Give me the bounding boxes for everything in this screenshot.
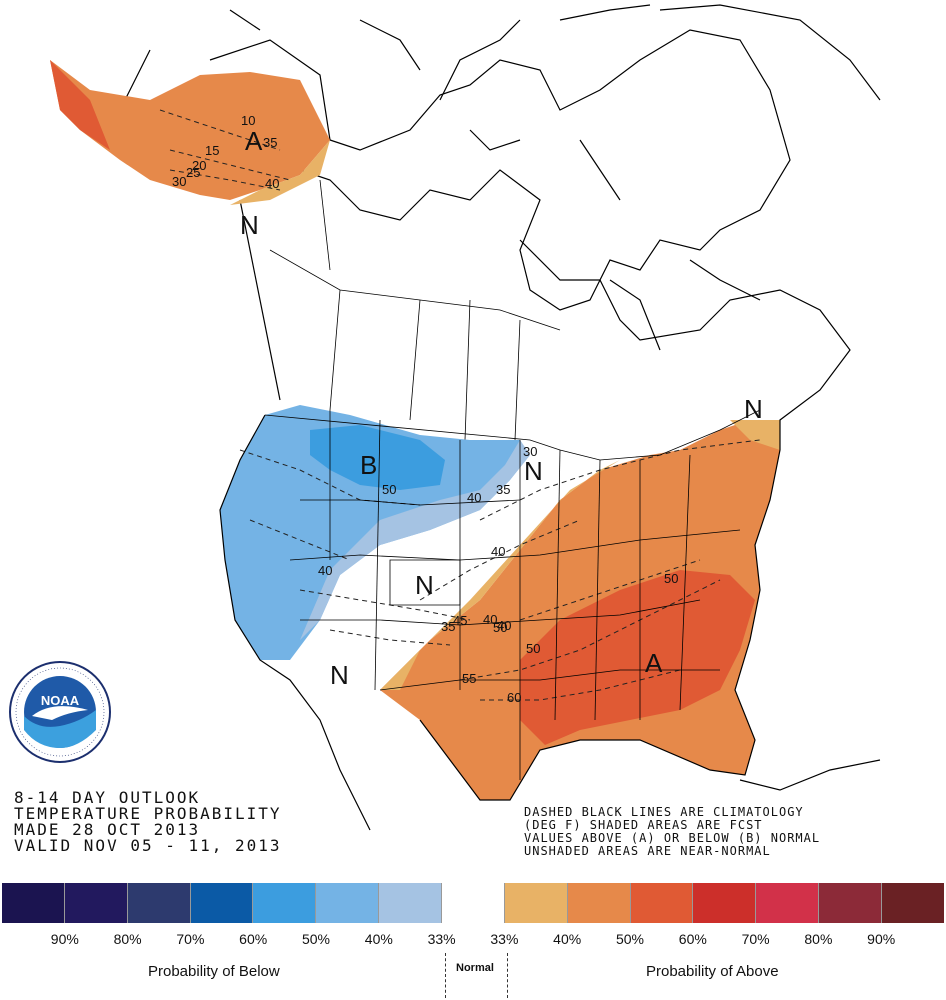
legend-swatch [630,883,694,923]
contour-label: 15 [205,143,220,158]
contour-label: 60 [507,690,522,705]
legend-swatch [882,883,944,923]
outlook-subtitle: TEMPERATURE PROBABILITY [14,804,282,823]
note-line: DASHED BLACK LINES ARE CLIMATOLOGY [524,805,804,819]
legend-percent-label: 70% [176,931,205,947]
note-line: VALUES ABOVE (A) OR BELOW (B) NORMAL [524,831,821,845]
southeast-above-label: A [645,648,663,678]
outlook-title: 8-14 DAY OUTLOOK [14,788,201,807]
legend-percent-label: 80% [113,931,142,947]
legend-swatch [316,883,380,923]
legend-divider-right [507,953,508,998]
contour-label: 50 [382,482,397,497]
legend-percent-label: 70% [741,931,770,947]
north-america-map [50,4,881,831]
northwest-below-label: B [360,450,378,480]
contour-label: 40 [491,544,506,559]
contour-label: 40 [467,490,482,505]
contour-label: 50 [493,620,508,635]
contour-label: 40 [497,618,512,633]
legend-swatch [442,883,505,923]
alaska-above-area [50,60,330,205]
us-state-borders [264,409,761,780]
note-line: (DEG F) SHADED AREAS ARE FCST [524,818,763,832]
legend-normal-title: Normal [456,962,494,974]
legend-swatch [64,883,128,923]
legend-swatch [756,883,820,923]
legend-percent-label: 50% [301,931,331,947]
legend-percent-label: 33% [427,931,456,947]
us-coastline [219,414,881,831]
contour-label: 10 [241,113,256,128]
map-notes: DASHED BLACK LINES ARE CLIMATOLOGY (DEG … [524,806,820,858]
northwest-below-area [220,405,530,660]
contour-label: 30 [523,444,538,459]
outlook-made-date: MADE 28 OCT 2013 [14,820,201,839]
legend-swatch [379,883,443,923]
legend-percent-label: 60% [678,931,707,947]
legend-percent-label: 90% [50,931,79,947]
contour-label: 30 [172,174,187,189]
noaa-logo: NOAA [9,661,111,763]
contour-label: 40 [483,612,498,627]
legend-percent-label: 80% [804,931,833,947]
political-borders [269,179,561,441]
legend-color-bar [2,883,944,923]
legend-percent-label: 60% [239,931,268,947]
contour-label: 55 [462,671,477,686]
legend-divider-left [445,953,446,998]
contour-label: 45 [453,613,468,628]
legend-swatch [127,883,191,923]
legend-swatch [504,883,568,923]
legend-swatch [253,883,317,923]
southwest-normal-label: N [330,660,349,690]
alaska-above-label: A [245,126,263,156]
legend-swatch [819,883,883,923]
outlook-valid-dates: VALID NOV 05 - 11, 2013 [14,836,282,855]
legend-percent-label: 40% [553,931,582,947]
legend-percent-label: 50% [615,931,645,947]
contour-label: 35 [441,619,456,634]
legend-swatch [190,883,254,923]
upper-midwest-normal-label: N [524,456,543,486]
legend-swatch [693,883,757,923]
contour-label: 40 [318,563,333,578]
alaska-normal-label: N [240,210,259,240]
legend-percent-label: 33% [490,931,519,947]
legend-swatch [2,883,65,923]
contour-label: 50 [526,641,541,656]
contour-label: 50 [664,571,679,586]
noaa-logo-text: NOAA [41,693,80,708]
note-line: UNSHADED AREAS ARE NEAR-NORMAL [524,844,771,858]
legend-percent-label: 40% [364,931,393,947]
coastlines [109,4,881,441]
legend-swatch [567,883,631,923]
northeast-normal-label: N [744,394,763,424]
contour-label: 20 [192,158,207,173]
legend-above-title: Probability of Above [646,963,779,980]
legend-percent-label: 90% [867,931,896,947]
contour-label: 40 [265,176,280,191]
legend-below-title: Probability of Below [148,963,280,980]
plains-normal-label: N [415,570,434,600]
contour-label: 35 [496,482,511,497]
contour-label: 35 [263,135,278,150]
outlook-title-block: 8-14 DAY OUTLOOK TEMPERATURE PROBABILITY… [14,790,282,854]
contour-label: 25 [186,165,201,180]
